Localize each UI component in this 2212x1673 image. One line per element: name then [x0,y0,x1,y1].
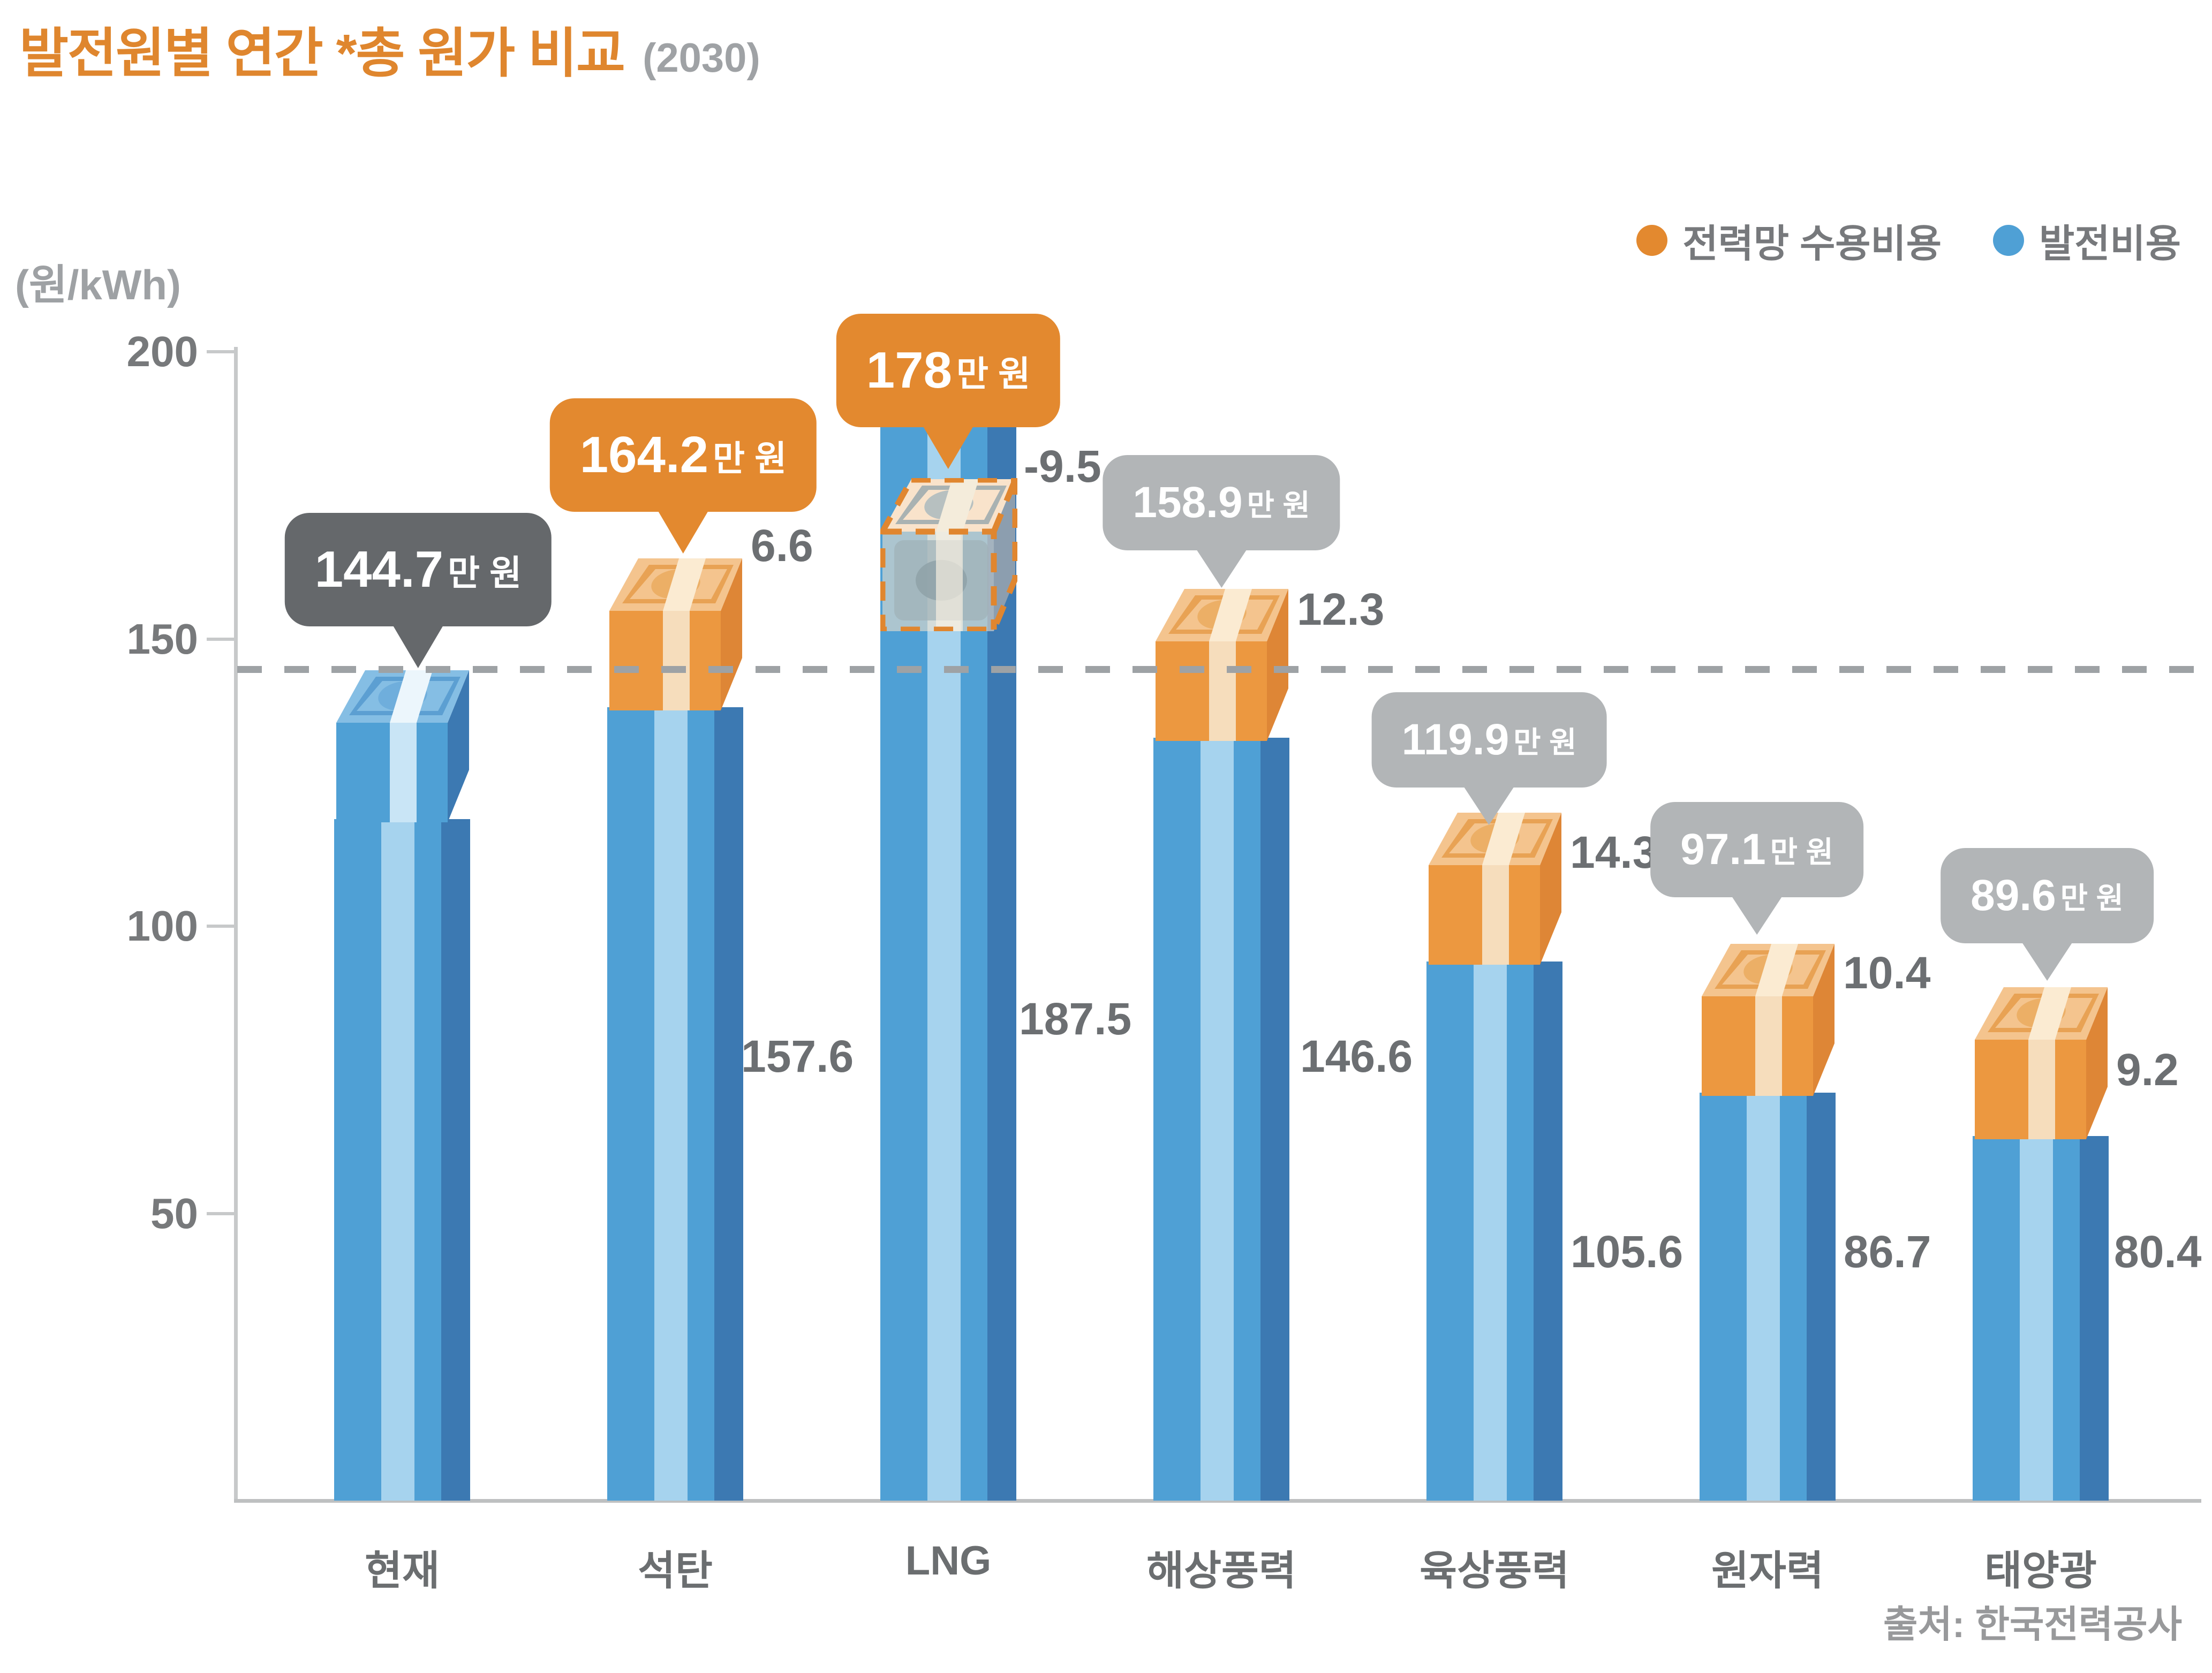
generation-cost-value: 80.4 [2114,1227,2202,1277]
y-tick-label: 150 [126,615,198,663]
legend-item-generation-cost: 발전비용 [1993,212,2181,268]
category-label: LNG [905,1538,992,1584]
total-cost-callout: 144.7 만 원 [284,513,552,668]
total-cost-value: 178 [866,342,952,399]
grid-cost-value: 9.2 [2116,1044,2179,1095]
callout-tail-icon [1464,788,1514,825]
total-cost-value: 144.7 [314,541,443,598]
money-stack-icon [1426,812,1564,965]
money-stack-icon [1973,986,2110,1139]
y-tick-mark [207,925,237,928]
title-year: (2030) [643,35,760,81]
blue-dot-icon [1993,224,2025,256]
category-label: 육상풍력 [1420,1548,1569,1594]
callout-tail-icon [924,427,973,469]
y-tick-mark [207,1212,237,1215]
total-cost-suffix: 만 원 [956,354,1031,393]
generation-bar-side [441,819,470,1501]
callout-tail-icon [1732,897,1781,935]
generation-bar-highlight [2020,1136,2053,1501]
y-tick-label: 50 [150,1190,198,1237]
grid-cost-value: -9.5 [1024,441,1101,491]
money-stack-icon [334,669,471,822]
callout-tail-icon [2022,943,2072,981]
money-stack-icon [607,557,744,710]
total-cost-callout: 97.1 만 원 [1650,802,1863,935]
total-cost-callout: 178 만 원 [836,314,1061,469]
total-cost-suffix: 만 원 [2060,881,2124,915]
y-tick-mark [207,350,237,353]
total-cost-value: 119.9 [1401,715,1509,764]
total-cost-callout: 158.9 만 원 [1103,455,1340,588]
total-cost-suffix: 만 원 [1247,488,1310,522]
generation-cost-value: 146.6 [1300,1031,1413,1081]
total-cost-suffix: 만 원 [1770,835,1833,869]
total-cost-value: 158.9 [1133,478,1243,527]
generation-cost-value: 187.5 [1019,994,1132,1044]
money-stack-icon [1153,588,1290,741]
total-cost-suffix: 만 원 [1513,725,1577,759]
total-cost-callout: 89.6 만 원 [1941,848,2154,981]
generation-bar-highlight [1201,738,1234,1501]
generation-bar-side [2080,1136,2109,1501]
grid-cost-value: 12.3 [1297,584,1385,634]
generation-bar-side [1260,738,1289,1501]
y-tick-label: 200 [126,328,198,375]
total-cost-suffix: 만 원 [448,553,522,593]
callout-tail-icon [1197,550,1246,588]
category-label: 석탄 [638,1548,713,1594]
reference-dashed-line [237,666,2201,673]
total-cost-callout: 119.9 만 원 [1371,692,1607,825]
y-axis-unit: (원/kWh) [15,261,182,308]
orange-dot-icon [1636,224,1668,256]
grid-cost-value: 6.6 [751,520,813,571]
y-tick-label: 100 [126,902,198,950]
callout-tail-icon [659,512,708,554]
generation-bar-highlight [1747,1093,1780,1501]
callout-tail-icon [394,626,443,668]
generation-bar-highlight [381,819,414,1501]
generation-bar-highlight [654,707,688,1501]
category-label: 현재 [365,1548,440,1594]
legend: 전력망 수용비용 발전비용 [1636,212,2181,268]
page-title: 발전원별 연간 *총 원가 비교 (2030) [19,10,760,87]
total-cost-suffix: 만 원 [713,438,787,478]
generation-bar-side [1534,962,1562,1501]
total-cost-callout: 164.2 만 원 [549,398,817,554]
legend-label: 전력망 수용비용 [1682,223,1942,266]
grid-cost-value: 10.4 [1843,948,1931,998]
y-tick-mark [207,638,237,641]
grid-cost-value: 14.3 [1570,827,1658,877]
money-stack-icon [1700,943,1837,1096]
total-cost-value: 89.6 [1971,871,2056,920]
generation-cost-value: 86.7 [1844,1227,1931,1277]
generation-bar-highlight [1474,962,1507,1501]
category-label: 태양광 [1984,1548,2097,1594]
total-cost-value: 97.1 [1680,825,1766,874]
generation-bar-side [1807,1093,1836,1501]
legend-label: 발전비용 [2039,223,2181,266]
money-stack-icon [879,476,1018,633]
category-label: 해상풍력 [1146,1548,1296,1594]
title-text: 발전원별 연간 *총 원가 비교 [19,24,625,84]
category-label: 원자력 [1711,1548,1824,1594]
generation-cost-value: 105.6 [1571,1227,1683,1277]
legend-item-grid-cost: 전력망 수용비용 [1636,212,1942,268]
generation-bar-side [714,707,743,1501]
total-cost-value: 164.2 [579,426,708,483]
generation-cost-value: 157.6 [741,1031,854,1081]
source-credit: 출처: 한국전력공사 [1883,1603,2182,1645]
x-axis [234,1499,2201,1503]
